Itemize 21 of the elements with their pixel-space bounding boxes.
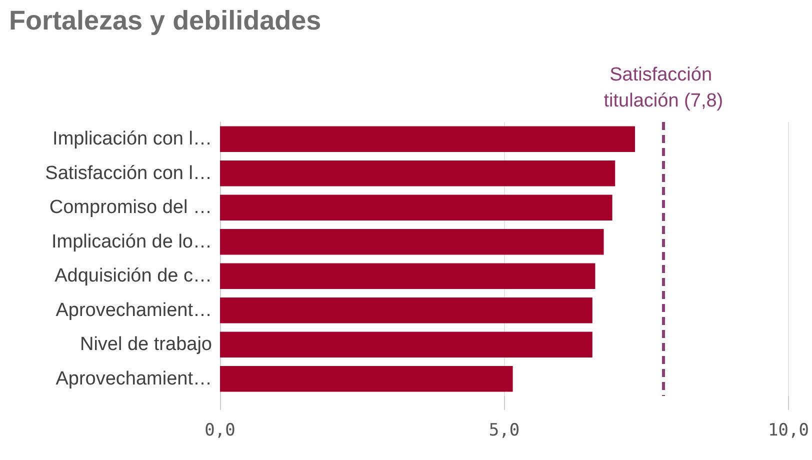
- bar: [220, 160, 616, 186]
- y-tick-label: Implicación con l…: [52, 128, 212, 150]
- y-tick-label: Aprovechamient…: [56, 300, 212, 321]
- y-tick-label: Aprovechamient…: [56, 368, 212, 390]
- x-tick-label: 0,0: [204, 420, 236, 440]
- x-tick-label: 10,0: [768, 420, 810, 440]
- y-tick-label: Nivel de trabajo: [80, 334, 212, 356]
- bar: [220, 298, 592, 324]
- bar: [220, 126, 636, 152]
- y-tick-label: Adquisición de c…: [54, 266, 212, 287]
- bar: [220, 194, 612, 220]
- chart-title: Fortalezas y debilidades: [9, 6, 322, 36]
- bar: [220, 229, 604, 255]
- y-tick-label: Satisfacción con l…: [45, 162, 212, 184]
- ref-line-label: Satisfacción titulación (7,8): [604, 64, 724, 112]
- bar: [220, 263, 596, 289]
- y-tick-label: Implicación de lo…: [51, 231, 212, 252]
- x-tick-label: 5,0: [488, 420, 520, 440]
- y-tick-label: Compromiso del …: [49, 197, 212, 218]
- bar: [220, 366, 513, 392]
- bar: [220, 332, 592, 358]
